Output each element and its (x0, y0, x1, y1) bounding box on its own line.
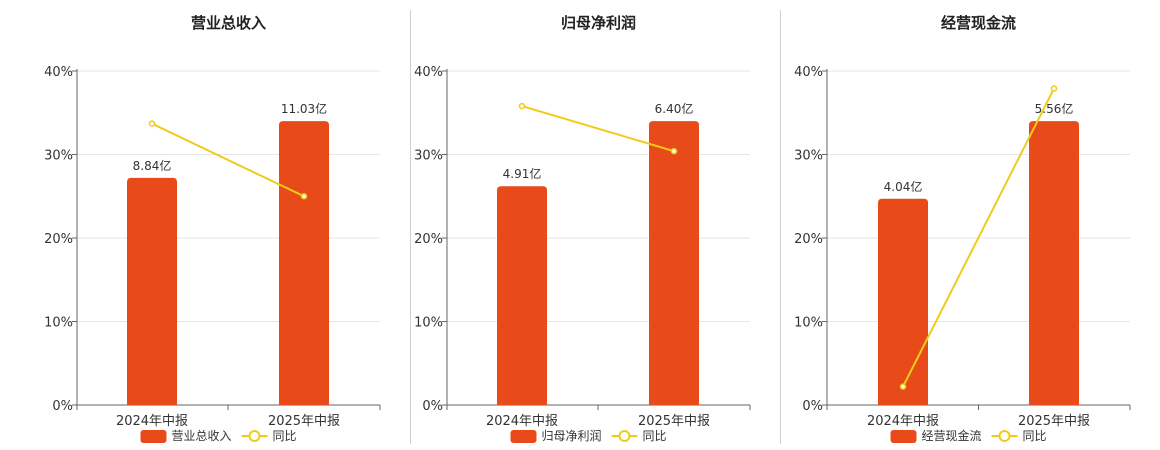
legend-line-marker[interactable] (248, 430, 261, 442)
panel-divider (780, 10, 781, 444)
x-tick-label: 2024年中报 (116, 414, 188, 429)
legend-bar-label[interactable]: 经营现金流 (922, 428, 982, 443)
chart-title: 经营现金流 (941, 14, 1016, 32)
chart-title: 归母净利润 (561, 14, 636, 32)
chart-panel-2: 归母净利润 0% 10% 20% 30% 40% 4.91亿 2024年中报 6.40亿 2025… (414, 14, 751, 443)
y-tick-label: 10% (794, 316, 823, 331)
bar-data-label: 5.56亿 (1035, 101, 1074, 116)
x-tick-label: 2025年中报 (1018, 414, 1090, 429)
y-tick-label: 0% (422, 399, 443, 414)
bar-data-label: 4.91亿 (503, 166, 542, 181)
yoy-line (151, 122, 305, 198)
x-tick-label: 2024年中报 (486, 414, 558, 429)
bar (127, 177, 177, 405)
bar-data-label: 11.03亿 (281, 101, 327, 116)
y-tick-label: 40% (414, 65, 443, 80)
legend-bar-swatch[interactable] (890, 430, 917, 443)
y-tick-label: 0% (52, 399, 73, 414)
legend-line-marker[interactable] (998, 430, 1011, 442)
legend-bar-label[interactable]: 营业总收入 (172, 429, 232, 443)
chart-panel-1: 营业总收入 0% 10% 20% 30% 40% 8.84亿 2024年中报 11.03亿 202… (44, 14, 381, 443)
y-tick-label: 10% (414, 316, 443, 331)
yoy-line (902, 88, 1055, 388)
yoy-point (670, 147, 678, 155)
y-tick-label: 30% (44, 149, 73, 164)
yoy-line (521, 105, 675, 153)
y-tick-label: 30% (794, 149, 823, 164)
x-tick-label: 2024年中报 (867, 414, 939, 429)
x-tick-label: 2025年中报 (638, 414, 710, 429)
y-tick-label: 20% (44, 232, 73, 247)
bar-data-label: 4.04亿 (884, 179, 923, 194)
yoy-point (300, 193, 308, 200)
yoy-point (148, 120, 156, 127)
chart-panel-3: 经营现金流 0% 10% 20% 30% 40% 4.04亿 2024年中报 5.56亿 2025… (794, 14, 1131, 443)
panel-divider (410, 10, 411, 444)
bar (279, 121, 329, 405)
legend-line-label[interactable]: 同比 (1023, 429, 1047, 443)
yoy-point (899, 383, 907, 390)
legend-line-label[interactable]: 同比 (273, 429, 297, 443)
legend-bar-label[interactable]: 归母净利润 (542, 429, 602, 443)
chart-title: 营业总收入 (191, 14, 266, 32)
yoy-point (1050, 85, 1058, 92)
bar (878, 198, 928, 405)
y-tick-label: 10% (44, 316, 73, 331)
y-tick-label: 0% (802, 399, 823, 414)
legend-bar-swatch[interactable] (510, 430, 537, 443)
y-tick-label: 40% (794, 65, 823, 80)
bar-data-label: 8.84亿 (133, 158, 172, 173)
legend-line-marker[interactable] (618, 430, 631, 442)
bar-data-label: 6.40亿 (655, 101, 694, 116)
y-tick-label: 20% (794, 232, 823, 247)
bar (1029, 121, 1079, 405)
legend-line-label[interactable]: 同比 (643, 429, 667, 443)
bar (649, 121, 699, 405)
y-tick-label: 30% (414, 149, 443, 164)
legend-bar-swatch[interactable] (140, 430, 167, 443)
y-tick-label: 20% (414, 232, 443, 247)
yoy-point (518, 102, 526, 110)
x-tick-label: 2025年中报 (268, 414, 340, 429)
bar (497, 186, 547, 405)
y-tick-label: 40% (44, 65, 73, 80)
